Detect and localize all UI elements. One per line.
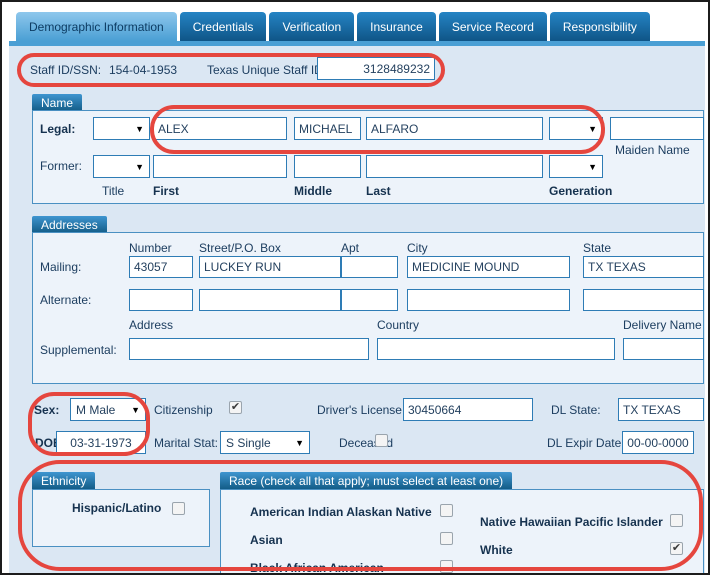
name-section-header: Name: [32, 94, 83, 113]
mailing-state-input[interactable]: [583, 256, 704, 278]
number-column-label: Number: [129, 241, 172, 255]
legal-middle-name-input[interactable]: [294, 117, 361, 140]
hispanic-latino-label: Hispanic/Latino: [72, 501, 162, 515]
mailing-street-input[interactable]: [199, 256, 341, 278]
chevron-down-icon: ▼: [295, 437, 304, 448]
demographic-form: Staff ID/SSN: 154-04-1953 Texas Unique S…: [9, 46, 705, 573]
race-asian-label: Asian: [250, 533, 283, 547]
tab-demographic-information[interactable]: Demographic Information: [16, 12, 177, 41]
former-generation-dropdown[interactable]: ▼: [549, 155, 603, 178]
former-name-label: Former:: [40, 159, 82, 173]
delivery-name-column-label: Delivery Name: [623, 318, 702, 332]
dob-input[interactable]: [56, 431, 146, 454]
alternate-row-label: Alternate:: [40, 293, 92, 307]
alternate-number-input[interactable]: [129, 289, 193, 311]
drivers-license-label: Driver's License:: [317, 403, 406, 417]
title-column-label: Title: [102, 184, 125, 198]
legal-generation-dropdown[interactable]: ▼: [549, 117, 603, 140]
mailing-row-label: Mailing:: [40, 260, 82, 274]
drivers-license-input[interactable]: [403, 398, 533, 421]
citizenship-label: Citizenship: [154, 403, 213, 417]
mailing-city-input[interactable]: [407, 256, 570, 278]
unique-staff-id-input[interactable]: [317, 57, 435, 80]
race-section-box: [220, 489, 704, 573]
state-column-label: State: [583, 241, 612, 255]
former-middle-name-input[interactable]: [294, 155, 361, 178]
race-american-indian-label: American Indian Alaskan Native: [250, 505, 432, 519]
race-white-checkbox[interactable]: ✔: [670, 542, 683, 555]
legal-name-label: Legal:: [40, 122, 76, 136]
first-column-label: First: [153, 184, 180, 198]
race-black-african-american-label: Black African American: [250, 561, 384, 573]
dl-state-label: DL State:: [551, 403, 601, 417]
staff-id-value: 154-04-1953: [109, 63, 178, 77]
apt-column-label: Apt: [341, 241, 360, 255]
legal-title-dropdown[interactable]: ▼: [93, 117, 150, 140]
ethnicity-section-box: [32, 489, 210, 547]
street-column-label: Street/P.O. Box: [199, 241, 281, 255]
tab-responsibility[interactable]: Responsibility: [549, 12, 650, 41]
alternate-city-input[interactable]: [407, 289, 570, 311]
citizenship-checkbox[interactable]: ✔: [229, 401, 242, 414]
legal-first-name-input[interactable]: [153, 117, 287, 140]
sex-value: M Male: [76, 402, 116, 417]
former-title-dropdown[interactable]: ▼: [93, 155, 150, 178]
tab-verification[interactable]: Verification: [269, 12, 355, 41]
sex-dropdown[interactable]: M Male ▼: [70, 398, 146, 421]
dl-state-input[interactable]: [618, 398, 704, 421]
tab-bar: Demographic Information Credentials Veri…: [16, 12, 653, 41]
chevron-down-icon: ▼: [135, 123, 144, 134]
middle-column-label: Middle: [294, 184, 332, 198]
race-american-indian-checkbox[interactable]: [440, 504, 453, 517]
supplemental-delivery-input[interactable]: [623, 338, 704, 360]
tab-service-record[interactable]: Service Record: [438, 12, 547, 41]
former-last-name-input[interactable]: [366, 155, 543, 178]
alternate-apt-input[interactable]: [341, 289, 398, 311]
race-native-hawaiian-label: Native Hawaiian Pacific Islander: [480, 515, 663, 529]
chevron-down-icon: ▼: [131, 404, 140, 415]
address-column-label: Address: [129, 318, 174, 332]
sex-label: Sex:: [34, 403, 60, 417]
marital-status-value: S Single: [226, 435, 271, 450]
generation-column-label: Generation: [549, 184, 613, 198]
last-column-label: Last: [366, 184, 391, 198]
race-white-label: White: [480, 543, 513, 557]
chevron-down-icon: ▼: [135, 161, 144, 172]
tab-credentials[interactable]: Credentials: [179, 12, 267, 41]
city-column-label: City: [407, 241, 428, 255]
deceased-checkbox[interactable]: [375, 434, 388, 447]
supplemental-row-label: Supplemental:: [40, 343, 117, 357]
tab-insurance[interactable]: Insurance: [357, 12, 436, 41]
country-column-label: Country: [377, 318, 420, 332]
alternate-street-input[interactable]: [199, 289, 341, 311]
mailing-number-input[interactable]: [129, 256, 193, 278]
legal-last-name-input[interactable]: [366, 117, 543, 140]
marital-status-label: Marital Stat:: [154, 436, 219, 450]
dl-expir-date-input[interactable]: [622, 431, 694, 454]
chevron-down-icon: ▼: [588, 161, 597, 172]
tab-strip: [9, 41, 705, 46]
hispanic-latino-checkbox[interactable]: [172, 502, 185, 515]
former-first-name-input[interactable]: [153, 155, 287, 178]
ethnicity-section-header: Ethnicity: [32, 472, 96, 491]
alternate-state-input[interactable]: [583, 289, 704, 311]
maiden-name-label: Maiden Name: [615, 143, 690, 157]
supplemental-address-input[interactable]: [129, 338, 369, 360]
supplemental-country-input[interactable]: [377, 338, 615, 360]
chevron-down-icon: ▼: [588, 123, 597, 134]
race-section-header: Race (check all that apply; must select …: [220, 472, 513, 491]
marital-status-dropdown[interactable]: S Single ▼: [220, 431, 310, 454]
race-black-african-american-checkbox[interactable]: [440, 560, 453, 573]
dl-expir-date-label: DL Expir Date:: [547, 436, 625, 450]
mailing-apt-input[interactable]: [341, 256, 398, 278]
race-native-hawaiian-checkbox[interactable]: [670, 514, 683, 527]
race-asian-checkbox[interactable]: [440, 532, 453, 545]
maiden-name-input[interactable]: [610, 117, 704, 140]
addresses-section-header: Addresses: [32, 216, 107, 235]
unique-staff-id-label: Texas Unique Staff ID:: [207, 63, 327, 77]
staff-id-label: Staff ID/SSN:: [30, 63, 102, 77]
